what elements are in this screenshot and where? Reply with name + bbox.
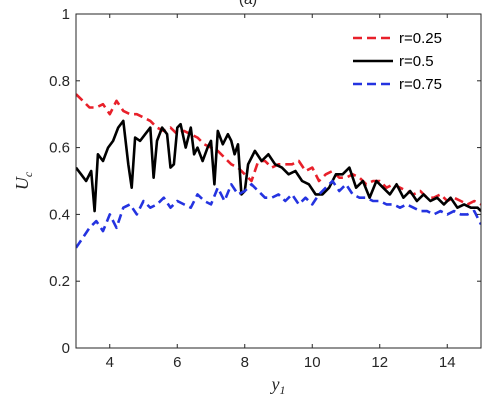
x-tick-label: 10 <box>304 354 321 371</box>
x-tick-label: 4 <box>106 354 114 371</box>
x-tick-label: 8 <box>241 354 249 371</box>
series-line-1 <box>76 119 481 213</box>
y-axis-label-sub: c <box>21 171 35 177</box>
x-axis-label-sub: 1 <box>280 383 286 397</box>
panel-label: (a) <box>239 0 257 8</box>
y-tick-label: 0.2 <box>49 273 70 290</box>
ticks-layer: 4 6 8 10 12 14 0 0.2 0.4 0.6 0.8 1 <box>49 6 481 371</box>
legend-entry-1: r=0.5 <box>399 53 434 70</box>
x-tick-label: 14 <box>439 354 456 371</box>
legend-entry-0: r=0.25 <box>399 30 442 47</box>
legend-entry-2: r=0.75 <box>399 76 442 93</box>
y-tick-label: 0 <box>62 340 70 357</box>
legend: r=0.25 r=0.5 r=0.75 <box>353 30 442 93</box>
x-axis-label-main: y <box>270 374 280 394</box>
x-tick-label: 6 <box>173 354 181 371</box>
x-axis-label: y1 <box>270 374 286 397</box>
y-axis-label: Uc <box>12 171 35 190</box>
x-tick-label: 12 <box>371 354 388 371</box>
plot-frame <box>75 13 482 349</box>
y-tick-label: 1 <box>62 6 70 23</box>
y-tick-label: 0.6 <box>49 140 70 157</box>
series-line-0 <box>76 93 481 206</box>
y-tick-label: 0.8 <box>49 73 70 90</box>
y-tick-label: 0.4 <box>49 206 70 223</box>
series-layer <box>76 93 481 249</box>
y-axis-label-main: U <box>12 176 32 190</box>
series-line-2 <box>76 179 481 249</box>
